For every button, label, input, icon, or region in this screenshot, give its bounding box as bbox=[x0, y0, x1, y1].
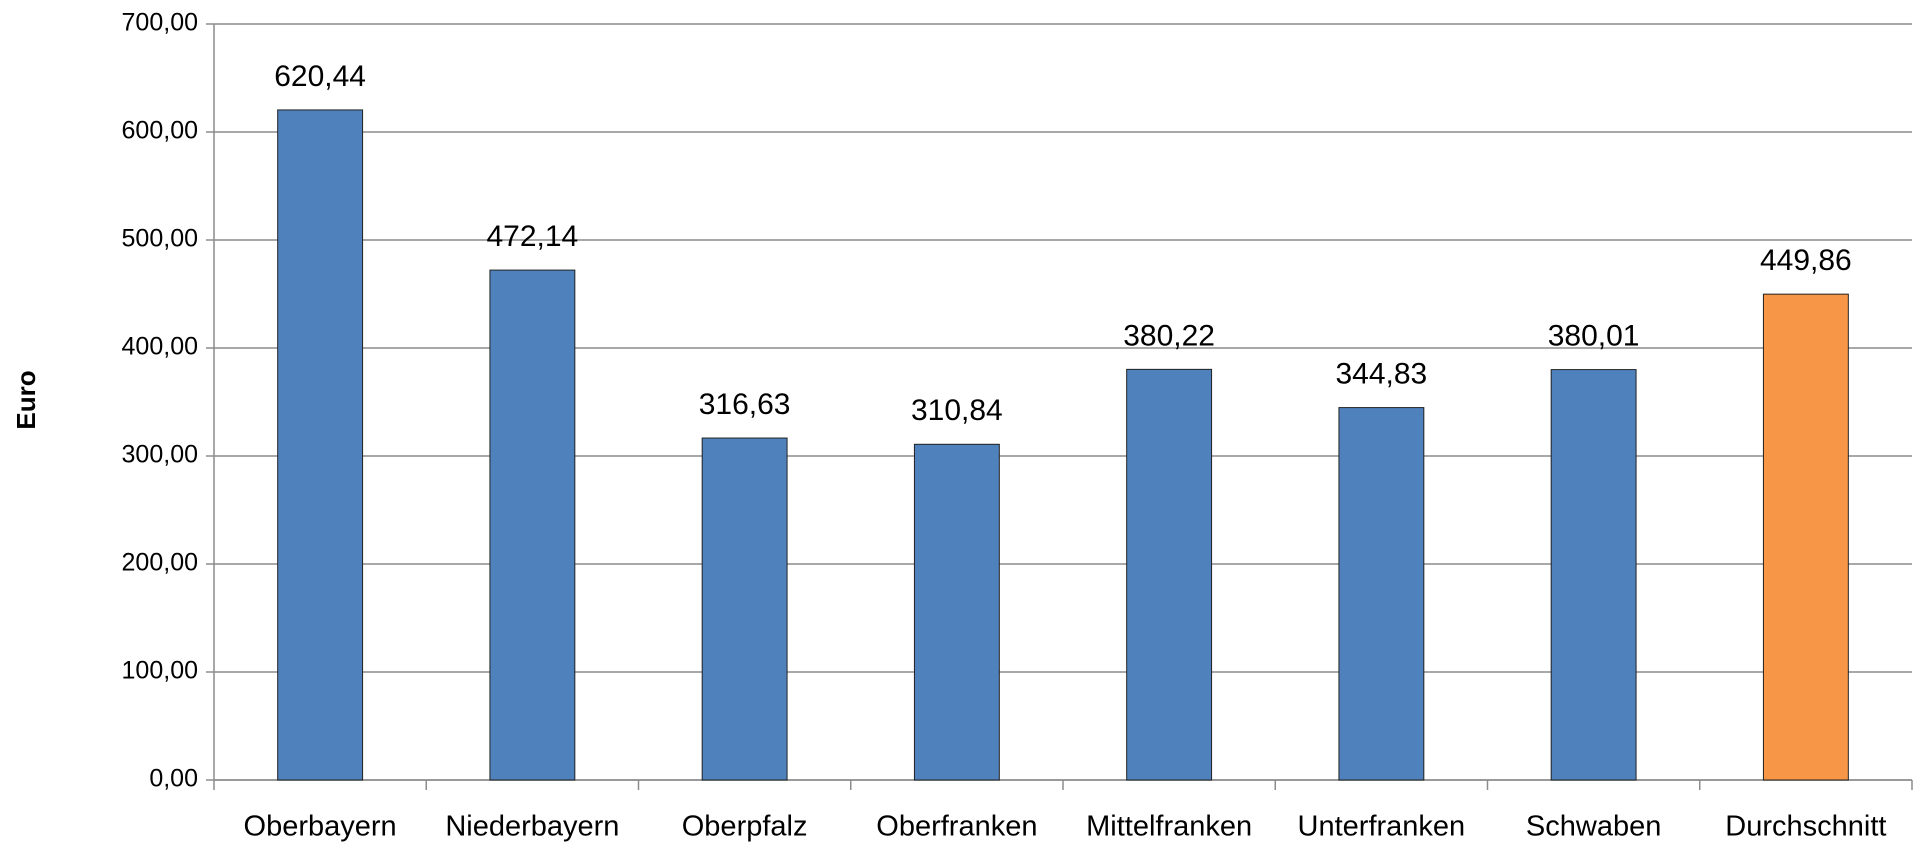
value-label: 344,83 bbox=[1335, 358, 1427, 391]
value-label: 449,86 bbox=[1760, 244, 1852, 277]
bar bbox=[277, 109, 364, 781]
y-tick-label: 200,00 bbox=[122, 549, 198, 577]
y-tick-label: 600,00 bbox=[122, 117, 198, 145]
y-tick-label: 0,00 bbox=[149, 765, 198, 793]
x-tick-label: Oberfranken bbox=[876, 811, 1037, 843]
value-label: 380,01 bbox=[1548, 320, 1640, 353]
x-tick-label: Schwaben bbox=[1526, 811, 1661, 843]
bar bbox=[1550, 369, 1637, 781]
y-tick-label: 100,00 bbox=[122, 657, 198, 685]
bar bbox=[489, 269, 576, 781]
value-label: 380,22 bbox=[1123, 319, 1215, 352]
x-tick-label: Oberpfalz bbox=[682, 811, 808, 843]
bar bbox=[1762, 293, 1849, 781]
y-tick-label: 300,00 bbox=[122, 441, 198, 469]
bar bbox=[701, 437, 788, 781]
x-tick-label: Unterfranken bbox=[1298, 811, 1466, 843]
x-tick-label: Niederbayern bbox=[445, 811, 619, 843]
x-tick-label: Durchschnitt bbox=[1725, 811, 1886, 843]
y-tick-label: 400,00 bbox=[122, 333, 198, 361]
value-label: 620,44 bbox=[274, 60, 366, 93]
value-label: 310,84 bbox=[911, 394, 1003, 427]
x-tick-label: Oberbayern bbox=[244, 811, 397, 843]
bar bbox=[1338, 407, 1425, 781]
value-label: 316,63 bbox=[699, 388, 791, 421]
bar bbox=[1126, 368, 1213, 781]
y-tick-label: 700,00 bbox=[122, 9, 198, 37]
x-tick-label: Mittelfranken bbox=[1086, 811, 1252, 843]
y-tick-label: 500,00 bbox=[122, 225, 198, 253]
bar bbox=[913, 443, 1000, 781]
value-label: 472,14 bbox=[486, 220, 578, 253]
y-axis-label: Euro bbox=[11, 370, 41, 429]
